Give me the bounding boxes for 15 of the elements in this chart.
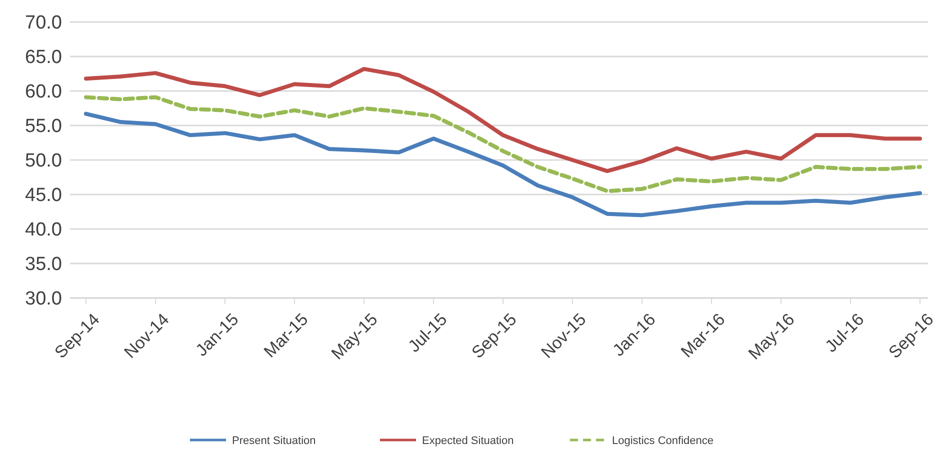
y-tick-label: 30.0 [25,288,62,310]
y-tick-label: 35.0 [25,254,62,276]
legend-label: Logistics Confidence [612,435,714,447]
line-series [84,66,922,174]
y-tick-label: 50.0 [25,150,62,172]
y-tick-label: 60.0 [25,82,62,103]
y-tick-label: 40.0 [25,220,62,241]
line-series [84,112,922,218]
y-tick-label: 45.0 [25,185,62,206]
legend-label: Expected Situation [422,435,514,447]
y-tick-label: 70.0 [25,12,62,34]
y-tick-label: 55.0 [25,116,62,138]
legend-label: Present Situation [232,435,316,447]
y-tick-label: 65.0 [25,47,62,68]
line-series [84,95,922,194]
